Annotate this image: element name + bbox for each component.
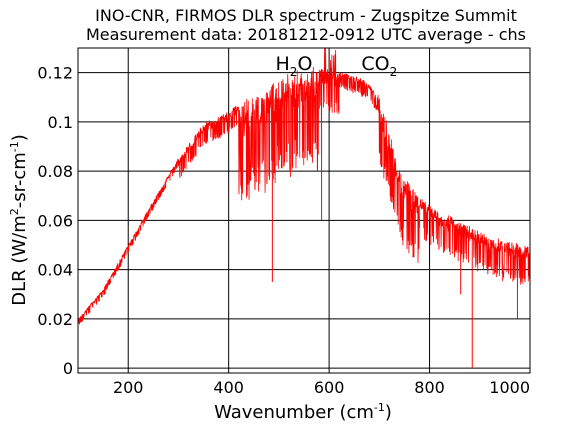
y-tick-label: 0.12 xyxy=(37,64,73,83)
annotation-co2: CO2 xyxy=(361,53,397,79)
x-axis-label: Wavenumber (cm-1) xyxy=(214,401,392,423)
y-tick-label: 0 xyxy=(63,359,73,378)
chart-subtitle: Measurement data: 20181212-0912 UTC aver… xyxy=(86,25,526,44)
x-tick-label: 800 xyxy=(414,378,445,397)
y-tick-label: 0.06 xyxy=(37,211,73,230)
plot-frame xyxy=(77,47,531,374)
y-tick-label: 0.02 xyxy=(37,310,73,329)
tick-labels: 0 0.02 0.04 0.06 0.08 0.1 0.12 200 400 600 800 1000 xyxy=(37,64,530,397)
x-tick-label: 400 xyxy=(213,378,244,397)
chart-title: INO-CNR, FIRMOS DLR spectrum - Zugspitze… xyxy=(95,6,517,25)
y-axis-label: DLR (W/m2-sr-cm-1) xyxy=(8,134,30,306)
y-tick-label: 0.08 xyxy=(37,162,73,181)
x-tick-label: 600 xyxy=(314,378,345,397)
spectrum-line xyxy=(77,47,531,326)
y-tick-label: 0.1 xyxy=(48,113,73,132)
x-tick-label: 200 xyxy=(113,378,144,397)
grid xyxy=(78,48,531,373)
annotations: H2O CO2 xyxy=(276,53,398,79)
y-tick-label: 0.04 xyxy=(37,261,73,280)
annotation-h2o: H2O xyxy=(276,53,313,79)
x-tick-label: 1000 xyxy=(489,378,530,397)
spectrum-layer xyxy=(77,47,531,369)
